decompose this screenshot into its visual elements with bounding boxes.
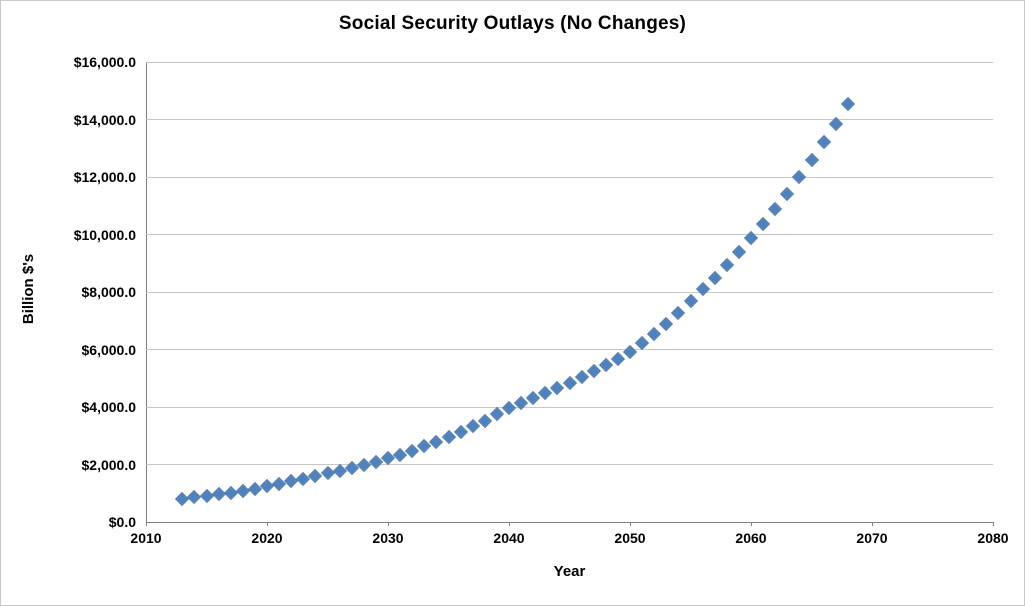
y-tick-label: $10,000.0: [73, 226, 136, 243]
data-point: [804, 153, 819, 168]
x-tick-label: 2010: [130, 530, 162, 546]
data-point: [756, 216, 771, 231]
gridline: [146, 406, 993, 408]
y-tick-label: $2,000.0: [81, 456, 137, 473]
data-point: [586, 364, 601, 379]
y-tick-label: $8,000.0: [81, 284, 137, 300]
gridline: [146, 176, 993, 178]
data-point: [780, 186, 795, 201]
data-point: [707, 270, 722, 285]
data-point: [223, 485, 238, 500]
data-point: [574, 370, 589, 385]
data-point: [719, 257, 734, 273]
data-point: [659, 316, 674, 331]
x-tick-label: 2070: [856, 530, 888, 546]
gridline: [146, 61, 993, 63]
gridline: [146, 291, 993, 293]
y-tick-label: $0.0: [108, 514, 136, 530]
data-point: [332, 463, 347, 478]
data-point: [211, 487, 226, 502]
data-point: [792, 170, 807, 185]
x-axis-tick: [993, 522, 994, 526]
data-point: [683, 294, 698, 309]
x-tick-label: 2020: [251, 530, 283, 546]
chart-title: Social Security Outlays (No Changes): [338, 13, 687, 34]
data-point: [695, 282, 710, 297]
data-point: [610, 351, 625, 367]
data-point: [320, 466, 335, 481]
x-tick-label: 2050: [614, 530, 646, 546]
data-point: [671, 305, 686, 320]
x-axis-tick: [509, 522, 510, 526]
data-point: [647, 326, 662, 341]
data-point: [477, 413, 492, 428]
data-point: [199, 488, 214, 503]
data-point: [284, 474, 299, 489]
data-point: [840, 96, 855, 111]
x-tick-label: 2060: [735, 530, 767, 546]
plot-area: [146, 61, 994, 526]
data-point: [175, 491, 190, 506]
data-point: [417, 439, 432, 454]
data-point: [562, 375, 577, 390]
data-point: [308, 469, 323, 484]
data-point: [635, 336, 650, 351]
data-point: [441, 429, 456, 444]
data-point: [538, 386, 553, 401]
y-tick-label: $14,000.0: [73, 111, 136, 128]
data-point: [429, 434, 444, 449]
x-axis-tick: [872, 522, 873, 526]
data-point: [526, 391, 541, 406]
y-tick-label: $12,000.0: [73, 169, 136, 185]
data-point: [356, 457, 371, 473]
data-point: [731, 244, 746, 260]
data-point: [272, 476, 287, 492]
y-tick-label: $16,000.0: [73, 54, 136, 70]
data-point: [187, 490, 202, 505]
data-point: [296, 471, 311, 486]
gridline: [146, 349, 993, 350]
x-axis-title: Year: [553, 563, 586, 580]
data-point: [368, 455, 383, 470]
data-point: [247, 481, 262, 496]
data-point: [768, 202, 783, 217]
data-point: [259, 479, 275, 494]
x-axis-tick: [751, 522, 752, 526]
data-point: [393, 447, 408, 462]
gridline: [146, 464, 993, 465]
x-axis-line: [146, 522, 993, 523]
y-tick-label: $4,000.0: [81, 399, 137, 415]
gridline: [146, 234, 993, 235]
data-point: [816, 135, 831, 150]
x-tick-label: 2030: [372, 530, 404, 546]
data-point: [598, 358, 613, 373]
data-point: [235, 483, 250, 498]
gridline: [146, 119, 993, 120]
x-axis-tick: [630, 522, 631, 526]
y-tick-label: $6,000.0: [81, 341, 137, 358]
x-tick-label: 2040: [493, 530, 525, 546]
data-point: [489, 407, 504, 422]
x-axis-tick: [267, 522, 268, 526]
data-point: [501, 400, 517, 415]
data-point: [465, 419, 480, 434]
x-axis-tick: [146, 522, 147, 526]
data-point: [380, 451, 396, 466]
x-tick-label: 2080: [977, 530, 1009, 546]
data-point: [405, 443, 420, 458]
x-axis-tick: [388, 522, 389, 526]
data-point: [453, 424, 468, 439]
data-point: [550, 381, 565, 396]
